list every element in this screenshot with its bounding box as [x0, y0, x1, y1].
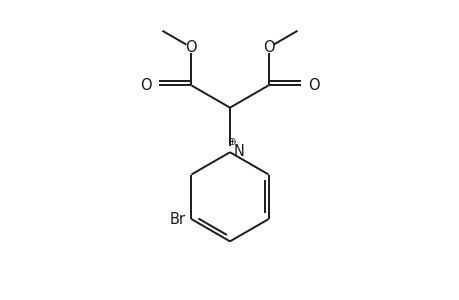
Text: O: O	[307, 78, 319, 93]
Text: O: O	[185, 40, 197, 55]
Text: O: O	[262, 40, 274, 55]
Text: O: O	[140, 78, 152, 93]
Text: N: N	[233, 144, 244, 159]
Text: ⊕: ⊕	[227, 137, 235, 147]
Text: Br: Br	[169, 212, 185, 226]
